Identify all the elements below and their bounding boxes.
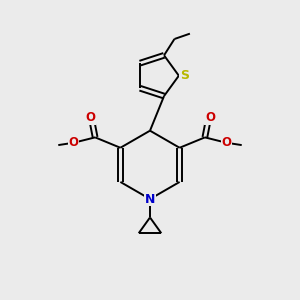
- Text: O: O: [69, 136, 79, 149]
- Text: O: O: [221, 136, 231, 149]
- Text: O: O: [205, 111, 215, 124]
- Text: O: O: [85, 111, 95, 124]
- Text: N: N: [145, 193, 155, 206]
- Text: S: S: [180, 69, 189, 82]
